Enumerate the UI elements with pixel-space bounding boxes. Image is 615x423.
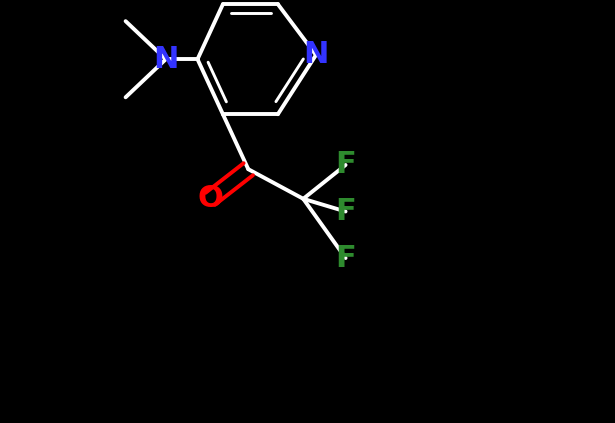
Text: N: N xyxy=(303,41,328,69)
Text: F: F xyxy=(335,151,356,179)
Text: F: F xyxy=(335,197,356,226)
Text: N: N xyxy=(153,45,178,74)
Text: O: O xyxy=(197,184,223,213)
Text: F: F xyxy=(335,244,356,272)
